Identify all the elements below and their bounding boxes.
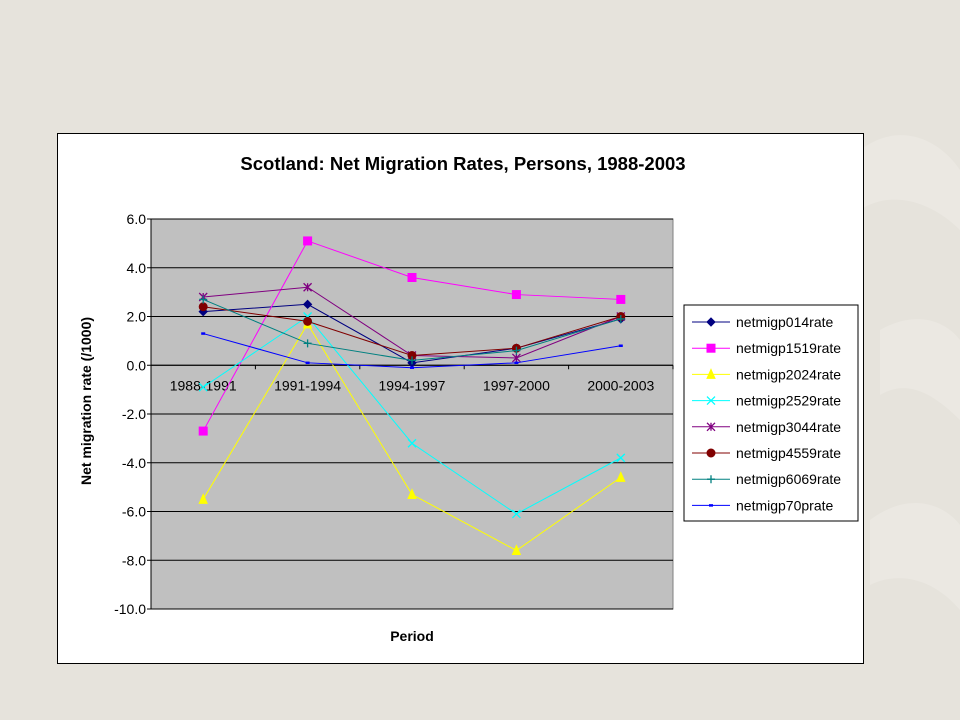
y-tick-label: -10.0 (114, 601, 146, 617)
data-point (616, 294, 626, 304)
x-axis-title: Period (390, 628, 434, 644)
legend-item: netmigp3044rate (692, 419, 841, 435)
legend-item: netmigp2529rate (692, 393, 841, 409)
legend-label: netmigp70prate (736, 497, 834, 513)
gridlines (151, 218, 673, 610)
y-tick-label: 2.0 (127, 309, 147, 325)
legend: netmigp014rate netmigp1519rate netmigp2024… (683, 304, 859, 522)
legend-item: netmigp2024rate (692, 366, 841, 382)
data-point (199, 295, 208, 304)
x-tick-label: 1988-1991 (170, 377, 237, 393)
y-axis-title: Net migration rate (/1000) (78, 317, 94, 485)
series-lines (198, 236, 626, 555)
data-point (511, 290, 521, 300)
legend-marker (706, 368, 716, 379)
legend-label: netmigp4559rate (736, 445, 841, 461)
data-point (616, 453, 626, 463)
chart-container: Scotland: Net Migration Rates, Persons, … (57, 133, 864, 664)
legend-marker (706, 396, 716, 406)
data-point (198, 382, 208, 392)
line-chart: Scotland: Net Migration Rates, Persons, … (78, 153, 859, 644)
legend-label: netmigp1519rate (736, 340, 841, 356)
legend-marker (706, 343, 716, 353)
legend-label: netmigp6069rate (736, 471, 841, 487)
y-tick-label: 6.0 (127, 211, 147, 227)
legend-item: netmigp6069rate (692, 471, 841, 487)
data-point (198, 302, 208, 312)
data-point (511, 509, 521, 519)
legend-marker (706, 317, 716, 327)
series-netmigp2024rate (198, 317, 626, 555)
y-tick-label: -2.0 (122, 406, 146, 422)
legend-marker (707, 475, 715, 484)
data-point (408, 356, 416, 365)
y-tick-label: 0.0 (127, 357, 147, 373)
x-tick-label: 1991-1994 (274, 377, 341, 393)
data-point (303, 236, 313, 246)
y-tick-label: -8.0 (122, 552, 146, 568)
data-point (198, 493, 208, 504)
legend-marker (706, 422, 716, 432)
x-tick-label: 2000-2003 (587, 377, 654, 393)
y-tick-label: -6.0 (122, 504, 146, 520)
data-point (302, 299, 313, 310)
legend-item: netmigp014rate (692, 314, 834, 330)
y-tick-label: -4.0 (122, 455, 146, 471)
legend-item: netmigp4559rate (692, 445, 841, 461)
data-point (616, 471, 626, 482)
data-point (303, 316, 313, 326)
data-point (407, 273, 417, 282)
legend-item: netmigp1519rate (692, 340, 841, 356)
data-point (511, 353, 521, 363)
data-point (616, 314, 625, 323)
data-point (512, 346, 521, 355)
y-tick-label: 4.0 (127, 260, 147, 276)
x-tick-label: 1997-2000 (483, 377, 550, 393)
data-point (407, 488, 417, 499)
legend-label: netmigp2529rate (736, 393, 841, 409)
data-point (511, 544, 522, 555)
series-netmigp70prate (201, 332, 623, 369)
axes: 6.0 4.0 2.0 0.0 -2.0 -4.0 -6.0 -8.0 -10.0 1988-19… (114, 211, 674, 617)
legend-item: netmigp70prate (692, 497, 834, 513)
series-netmigp1519rate (198, 236, 626, 436)
chart-title: Scotland: Net Migration Rates, Persons, … (240, 153, 685, 174)
series-netmigp6069rate (199, 295, 625, 365)
series-netmigp2529rate (198, 312, 626, 519)
legend-label: netmigp2024rate (736, 366, 841, 382)
legend-box (683, 304, 859, 522)
legend-marker (706, 448, 716, 458)
legend-label: netmigp014rate (736, 314, 834, 330)
data-point (303, 282, 313, 292)
x-tick-label: 1994-1997 (379, 377, 446, 393)
data-point (407, 438, 417, 448)
data-point (198, 426, 208, 436)
data-point (303, 339, 312, 348)
legend-label: netmigp3044rate (736, 419, 841, 435)
